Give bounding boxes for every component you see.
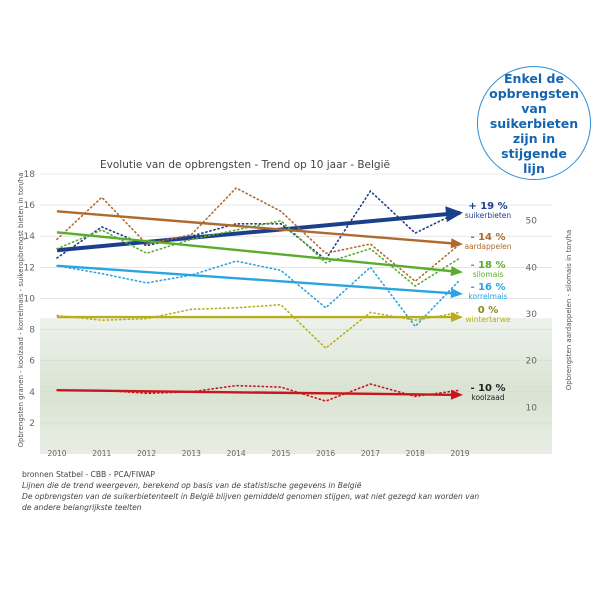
y-tick-label-left: 10 — [24, 294, 36, 304]
series-pct-koolzaad: - 10 % — [470, 383, 505, 394]
x-tick-label: 2010 — [47, 449, 66, 458]
notes: bronnen Statbel - CBB - PCA/FIWAP Lijnen… — [22, 469, 582, 513]
series-line-wintertarwe — [56, 303, 461, 350]
x-tick-label: 2014 — [227, 449, 246, 458]
series-pct-silomais: - 18 % — [470, 260, 505, 271]
trend-line-silomais — [56, 231, 461, 274]
chart-title: Evolutie van de opbrengsten - Trend op 1… — [100, 159, 390, 171]
x-tick-label: 2013 — [182, 449, 201, 458]
series-line-silomais — [56, 219, 461, 287]
trend-line-aardappelen — [56, 210, 461, 246]
series-name-korrelmais: korrelmais — [468, 292, 507, 301]
series-line-aardappelen — [56, 187, 461, 283]
series — [56, 187, 463, 402]
x-tick-label: 2019 — [450, 449, 469, 458]
y-tick-label-right: 40 — [526, 263, 538, 273]
source-note: bronnen Statbel - CBB - PCA/FIWAP — [22, 470, 155, 479]
y-tick-label-right: 50 — [526, 217, 538, 227]
y-tick-label-left: 18 — [24, 170, 36, 180]
x-tick-label: 2016 — [316, 449, 335, 458]
callout-line: van suikerbieten — [489, 100, 579, 131]
trend-line-koolzaad — [56, 389, 461, 397]
x-tick-label: 2011 — [92, 449, 111, 458]
trend-arrowhead-koolzaad — [450, 389, 463, 400]
trend-arrowhead-korrelmais — [450, 288, 463, 299]
note-line: de andere belangrijkste teelten — [22, 503, 142, 512]
trend-arrowhead-silomais — [450, 266, 463, 277]
y-axis-label-right: Opbrengsten aardappelen - silomais in to… — [565, 230, 573, 391]
trend-arrowhead-aardappelen — [450, 238, 463, 249]
trend-line-korrelmais — [56, 264, 461, 295]
axes: 2468101214161810203040506020102011201220… — [24, 170, 538, 458]
series-pct-aardappelen: - 14 % — [470, 232, 505, 243]
y-axis-label-left: Opbrengsten granen - koolzaad - korrelma… — [17, 172, 25, 447]
x-tick-label: 2018 — [406, 449, 425, 458]
series-name-silomais: silomais — [473, 270, 504, 279]
series-pct-wintertarwe: 0 % — [478, 305, 498, 316]
y-tick-label-left: 16 — [24, 201, 36, 211]
y-tick-label-left: 4 — [29, 388, 35, 398]
callout-line: Enkel de — [504, 70, 564, 86]
series-pct-suikerbieten: + 19 % — [468, 201, 507, 212]
x-tick-label: 2017 — [361, 449, 380, 458]
callout-line: opbrengsten — [489, 85, 579, 101]
series-line-korrelmais — [56, 260, 461, 328]
y-tick-label-right: 20 — [526, 357, 538, 367]
field-photo-background — [40, 318, 552, 454]
note-line: De opbrengsten van de suikerbietenteelt … — [22, 492, 480, 501]
trend-arrowhead-suikerbieten — [445, 206, 463, 223]
y-tick-label-left: 12 — [24, 263, 35, 273]
y-tick-label-left: 2 — [29, 419, 35, 429]
trend-arrowhead-wintertarwe — [451, 312, 463, 323]
x-tick-label: 2012 — [137, 449, 156, 458]
series-labels: + 19 %suikerbieten - 14 %aardappelen - 18 … — [464, 201, 511, 402]
note-line: Lijnen die de trend weergeven, berekend … — [22, 481, 362, 490]
y-tick-label-left: 14 — [24, 232, 36, 242]
series-name-wintertarwe: wintertarwe — [466, 315, 511, 324]
callout-line: stijgende — [501, 145, 567, 161]
y-tick-label-right: 30 — [526, 310, 538, 320]
callout-line: zijn in — [512, 130, 556, 146]
series-name-aardappelen: aardappelen — [464, 242, 511, 251]
series-name-koolzaad: koolzaad — [471, 393, 504, 402]
series-name-suikerbieten: suikerbieten — [465, 211, 512, 220]
series-pct-korrelmais: - 16 % — [470, 282, 505, 293]
y-tick-label-left: 6 — [29, 357, 35, 367]
callout-circle: Enkel de opbrengsten van suikerbieten zi… — [477, 66, 591, 180]
callout-line: lijn — [523, 160, 545, 176]
trend-line-suikerbieten — [56, 210, 461, 253]
y-tick-label-left: 8 — [29, 326, 35, 336]
y-tick-label-right: 10 — [526, 403, 538, 413]
x-tick-label: 2015 — [271, 449, 290, 458]
series-line-suikerbieten — [56, 189, 461, 261]
